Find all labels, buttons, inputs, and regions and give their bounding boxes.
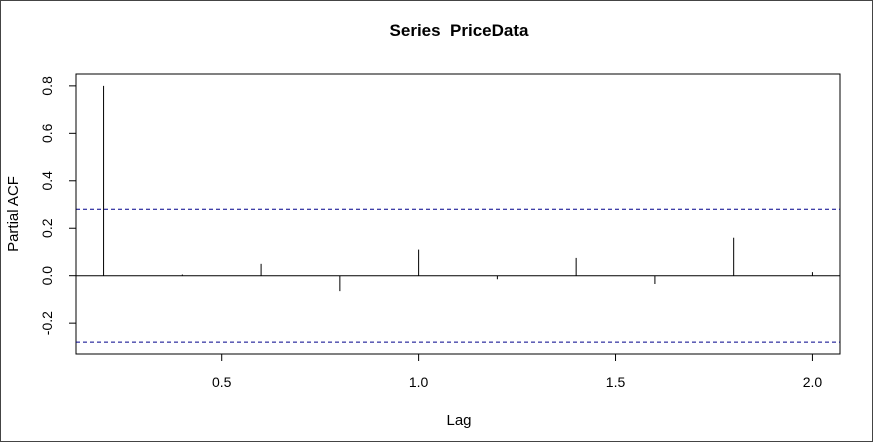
chart-title: Series PriceData	[390, 21, 529, 40]
x-axis-label: Lag	[446, 412, 471, 429]
spike-group	[76, 85, 840, 343]
plot-area	[75, 73, 841, 355]
y-tick-label: -0.2	[39, 311, 55, 335]
y-tick-label: 0.4	[39, 171, 55, 191]
y-axis-label: Partial ACF	[5, 176, 22, 252]
x-tick-label: 0.5	[212, 374, 232, 390]
y-tick-label: 0.8	[39, 76, 55, 96]
y-tick-label: 0.6	[39, 123, 55, 143]
x-tick-label: 1.0	[409, 374, 429, 390]
y-tick-label: 0.2	[39, 218, 55, 238]
x-tick-label: 1.5	[606, 374, 626, 390]
y-axis: -0.2 0.0 0.2 0.4 0.6 0.8	[39, 76, 77, 335]
x-axis: 0.5 1.0 1.5 2.0	[212, 353, 823, 390]
y-tick-label: 0.0	[39, 266, 55, 286]
x-tick-label: 2.0	[803, 374, 823, 390]
